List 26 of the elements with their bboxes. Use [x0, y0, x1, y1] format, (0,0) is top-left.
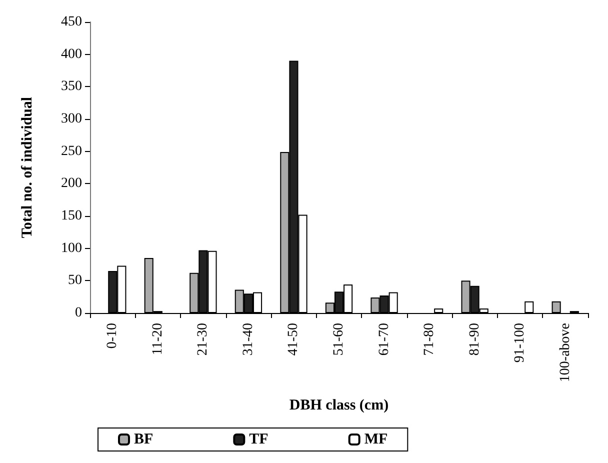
y-tick-label: 250: [61, 144, 82, 159]
y-tick-label: 200: [61, 176, 82, 192]
y-tick-label: 400: [61, 46, 82, 62]
y-tick-label: 350: [61, 79, 82, 94]
x-tick-label: 91-100: [512, 323, 528, 363]
x-tick-label: 81-90: [467, 323, 482, 356]
x-axis-title: DBH class (cm): [289, 398, 389, 414]
legend-label: TF: [249, 432, 268, 448]
y-tick-label: 450: [61, 14, 82, 30]
x-tick-label: 0-10: [105, 323, 120, 349]
x-tick-label: 31-40: [240, 323, 256, 356]
y-tick-label: 150: [61, 208, 82, 224]
legend-label: MF: [364, 432, 388, 448]
y-tick-label: 50: [68, 273, 82, 288]
y-tick-label: 100: [61, 240, 82, 256]
y-tick-label: 300: [61, 112, 82, 126]
y-axis-title: Total no. of individual: [20, 96, 36, 238]
y-tick-label: 0: [75, 306, 82, 320]
legend-label: BF: [134, 432, 154, 448]
x-tick-label: 71-80: [422, 323, 438, 356]
x-tick-label: 21-30: [196, 323, 211, 356]
x-tick-label: 61-70: [376, 323, 392, 356]
x-tick-label: 41-50: [286, 323, 302, 356]
x-tick-label: 51-60: [332, 323, 346, 356]
x-tick-label: 100-above: [558, 323, 573, 382]
x-tick-label: 11-20: [150, 323, 166, 356]
